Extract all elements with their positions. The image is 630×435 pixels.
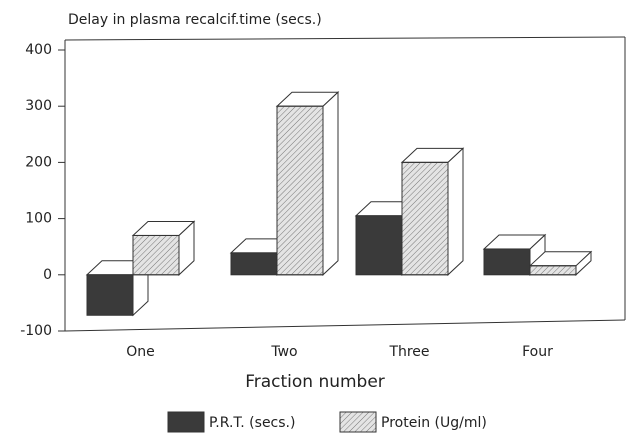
x-tick-label: Four: [522, 344, 553, 360]
bar-front: [355, 215, 403, 276]
y-tick-label: 300: [25, 98, 52, 114]
bar-side: [322, 91, 339, 276]
bar-front: [483, 248, 531, 276]
bar-side: [447, 147, 464, 276]
x-tick-label: One: [126, 344, 155, 360]
bar: [528, 250, 593, 276]
bar: [131, 220, 196, 276]
bar-front: [86, 274, 134, 316]
legend-hatch: [339, 411, 377, 433]
bar-hatch: [132, 234, 180, 276]
bar-front: [230, 252, 278, 276]
bar-hatch: [529, 265, 577, 276]
chart-title: Delay in plasma recalcif.time (secs.): [68, 12, 322, 28]
bar-hatch: [276, 105, 324, 276]
bar-hatch: [401, 161, 449, 276]
bar: [275, 91, 340, 276]
legend-label: Protein (Ug/ml): [381, 415, 487, 431]
y-tick-label: 400: [25, 42, 52, 58]
y-tick-label: 100: [25, 211, 52, 227]
bar: [400, 147, 465, 276]
x-tick-label: Three: [388, 344, 429, 360]
x-tick-label: Two: [270, 344, 297, 360]
frame: [64, 36, 626, 332]
legend-swatch: [167, 411, 205, 433]
legend-label: P.R.T. (secs.): [209, 415, 295, 431]
bar: [482, 233, 547, 276]
y-tick-label: -100: [20, 323, 52, 339]
x-axis-label: Fraction number: [245, 372, 385, 392]
y-tick-label: 0: [43, 267, 52, 283]
y-tick-label: 200: [25, 154, 52, 170]
